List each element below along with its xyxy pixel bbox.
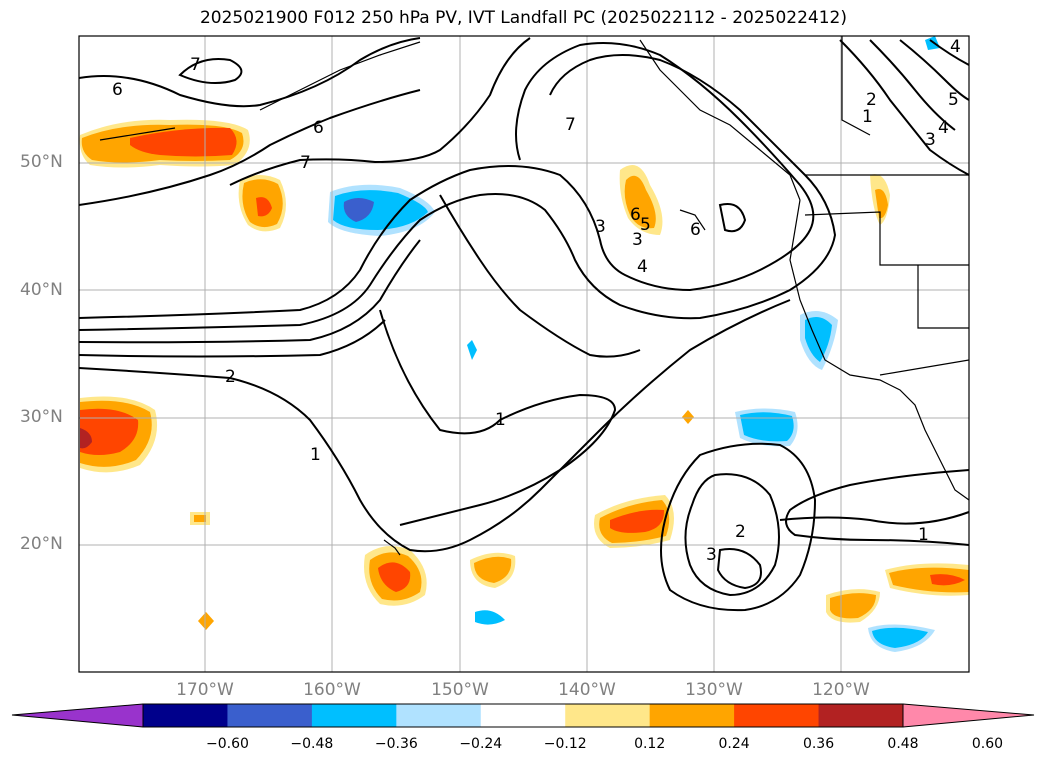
lat-label: 50°N bbox=[20, 152, 63, 172]
contour-label: 1 bbox=[918, 525, 929, 545]
colorbar-tick-label: −0.12 bbox=[543, 736, 587, 752]
map-frame bbox=[78, 35, 970, 673]
contour-label: 7 bbox=[565, 115, 576, 135]
contour-label: 3 bbox=[632, 230, 643, 250]
contour-label: 6 bbox=[690, 220, 701, 240]
colorbar-tick-label: 0.12 bbox=[634, 736, 666, 752]
colorbar-tick-label: −0.36 bbox=[374, 736, 418, 752]
contour-label: 7 bbox=[300, 153, 311, 173]
contour-label: 2 bbox=[735, 522, 746, 542]
lon-label: 120°W bbox=[812, 680, 870, 700]
contour-label: 2 bbox=[225, 367, 236, 387]
contour-label: 3 bbox=[706, 545, 717, 565]
colorbar-tick-label: 0.48 bbox=[887, 736, 919, 752]
lat-label: 20°N bbox=[20, 534, 63, 554]
lon-label: 130°W bbox=[685, 680, 743, 700]
colorbar-tick-label: −0.24 bbox=[459, 736, 503, 752]
contour-label: 1 bbox=[495, 410, 506, 430]
anomaly-shading bbox=[79, 36, 969, 652]
contour-label: 7 bbox=[190, 55, 201, 75]
contour-labels: 7 6 6 7 2 1 7 3 3 4 5 6 6 2 1 1 3 2 1 3 … bbox=[112, 37, 961, 565]
contour-label: 1 bbox=[310, 445, 321, 465]
map-title: 2025021900 F012 250 hPa PV, IVT Landfall… bbox=[199, 8, 847, 28]
contour-label: 4 bbox=[637, 257, 648, 277]
colorbar-tick-label: 0.24 bbox=[718, 736, 750, 752]
lat-label: 40°N bbox=[20, 280, 63, 300]
pv-contours bbox=[79, 37, 969, 612]
contour-label: 5 bbox=[640, 215, 651, 235]
contour-label: 4 bbox=[950, 37, 961, 57]
lon-label: 140°W bbox=[558, 680, 616, 700]
graticule bbox=[79, 36, 969, 672]
colorbar-tick-label: −0.48 bbox=[290, 736, 334, 752]
lon-label: 150°W bbox=[431, 680, 489, 700]
colorbar-tick-label: −0.60 bbox=[205, 736, 249, 752]
contour-label: 6 bbox=[630, 205, 641, 225]
contour-label: 6 bbox=[313, 118, 324, 138]
contour-label: 2 bbox=[866, 90, 877, 110]
lon-label: 170°W bbox=[176, 680, 234, 700]
lat-label: 30°N bbox=[20, 407, 63, 427]
colorbar-tick-label: 0.60 bbox=[971, 736, 1004, 752]
coastlines bbox=[99, 36, 969, 556]
contour-label: 3 bbox=[595, 217, 606, 237]
contour-label: 5 bbox=[948, 90, 959, 110]
lon-label: 160°W bbox=[303, 680, 361, 700]
colorbar-tick-label: 0.36 bbox=[802, 736, 835, 752]
contour-label: 1 bbox=[862, 107, 873, 127]
contour-label: 3 bbox=[925, 130, 936, 150]
contour-label: 6 bbox=[112, 80, 123, 100]
contour-label: 4 bbox=[938, 118, 949, 138]
